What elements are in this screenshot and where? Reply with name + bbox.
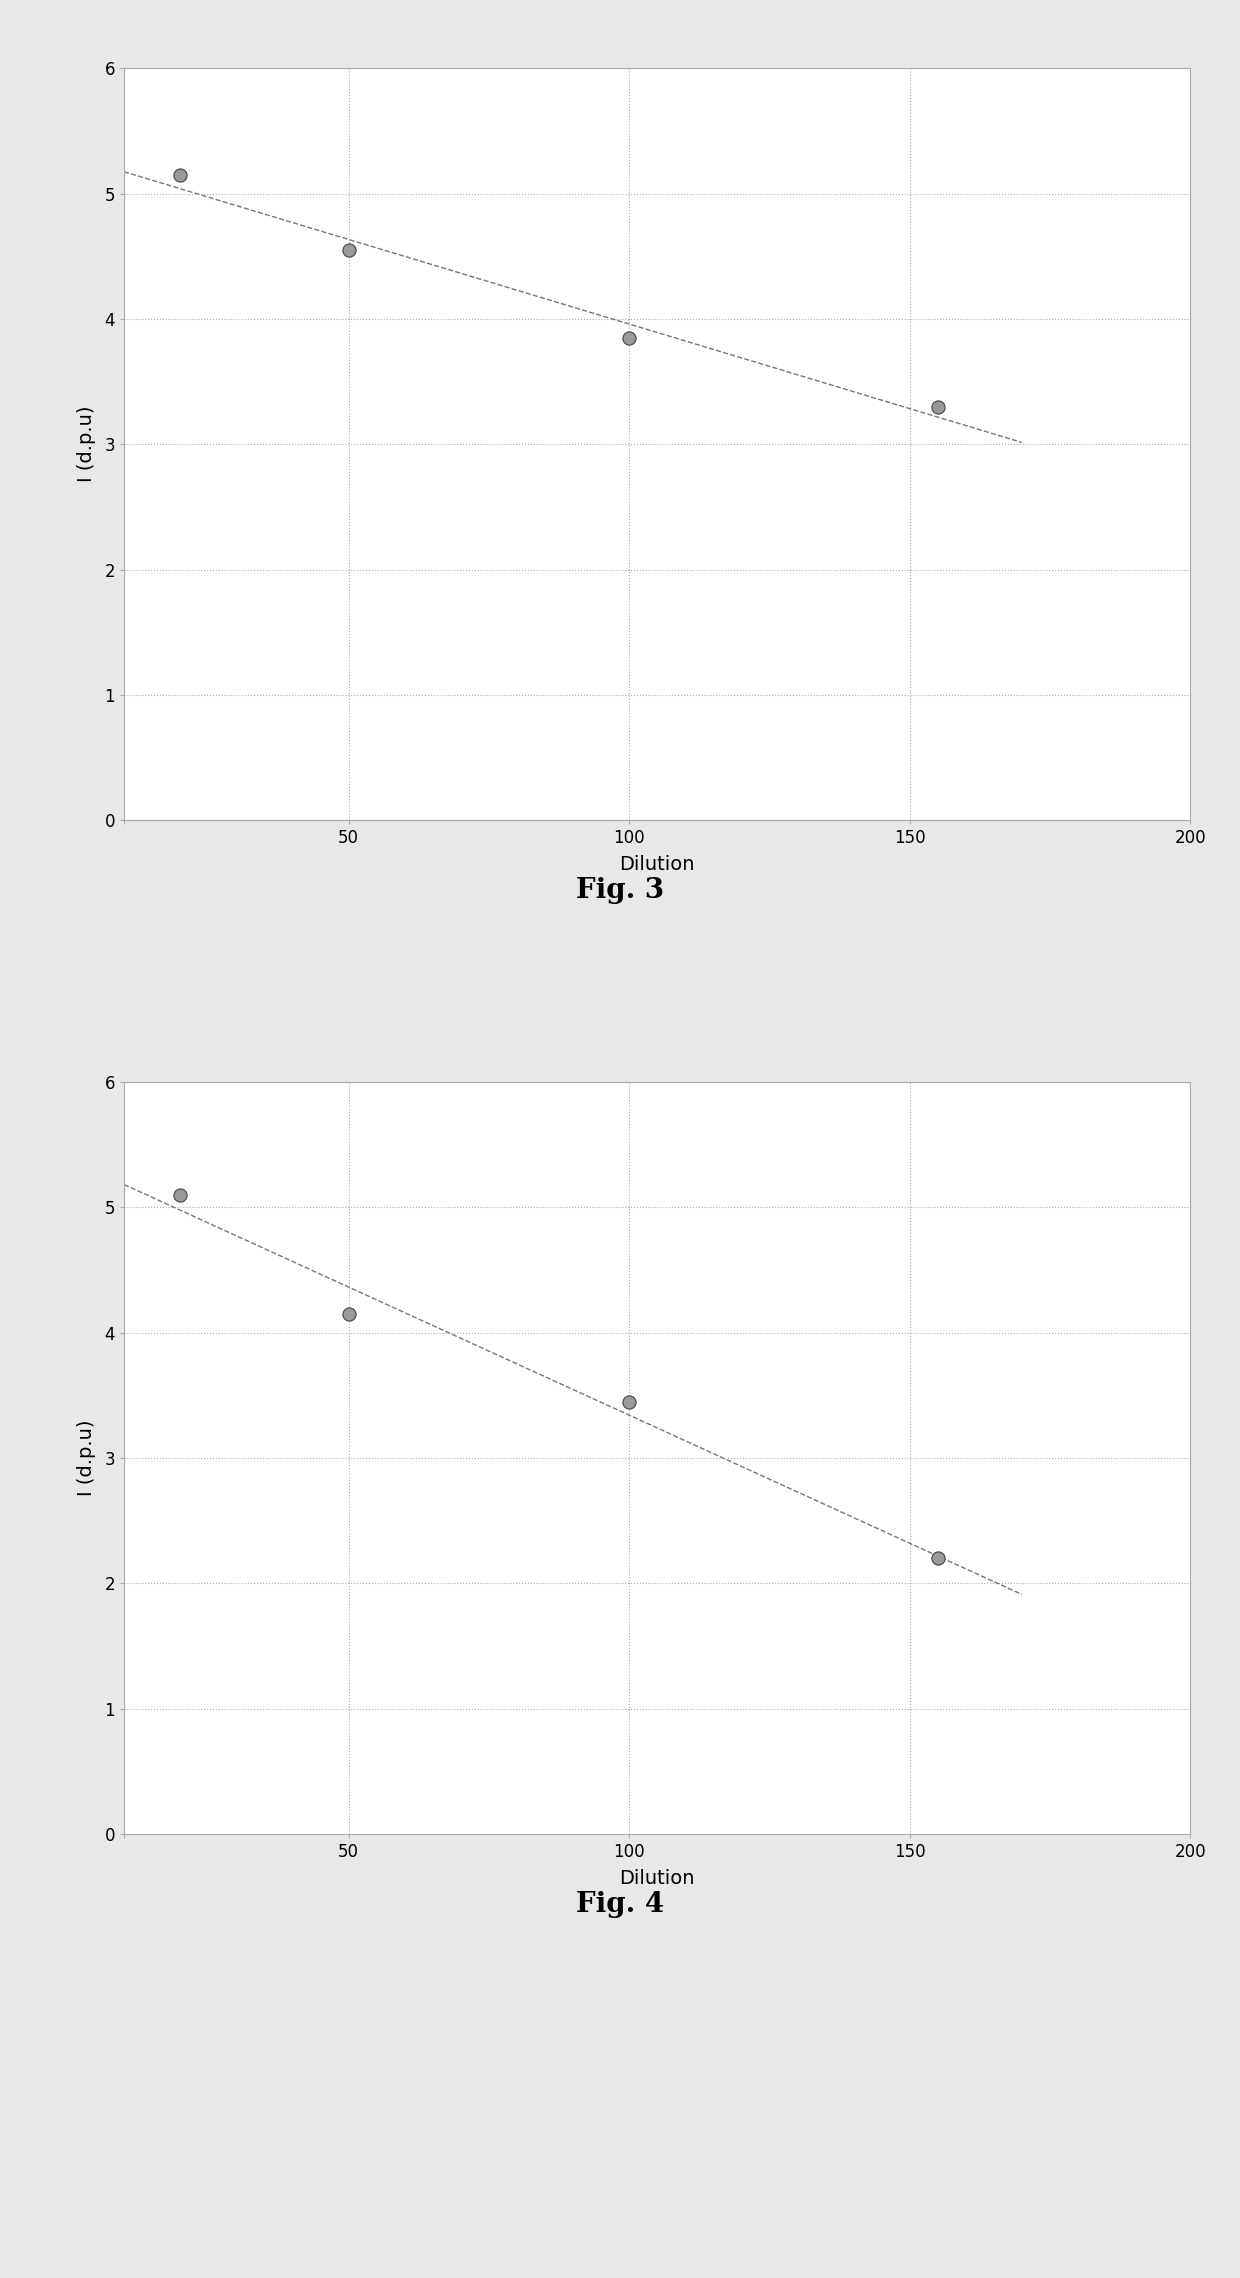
X-axis label: Dilution: Dilution: [620, 1870, 694, 1888]
Point: [170, 1178, 190, 1214]
Point: [339, 232, 358, 269]
Point: [619, 1383, 639, 1419]
Point: [339, 1296, 358, 1333]
Text: Fig. 3: Fig. 3: [575, 877, 665, 904]
Y-axis label: I (d.p.u): I (d.p.u): [77, 405, 95, 483]
Point: [619, 319, 639, 355]
Text: Fig. 4: Fig. 4: [575, 1891, 665, 1918]
Y-axis label: I (d.p.u): I (d.p.u): [77, 1419, 95, 1497]
Point: [928, 390, 947, 426]
Point: [170, 157, 190, 194]
X-axis label: Dilution: Dilution: [620, 857, 694, 875]
Point: [928, 1540, 947, 1576]
